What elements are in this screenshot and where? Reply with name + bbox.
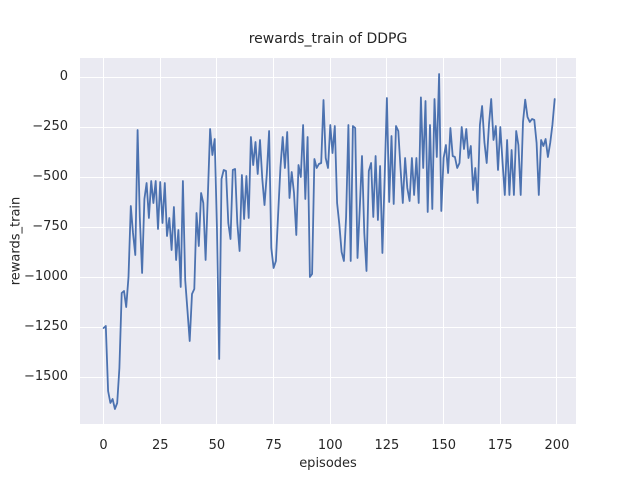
gridline-horizontal	[80, 126, 576, 128]
line-plot	[102, 73, 556, 410]
y-tick-label: −750	[32, 219, 68, 234]
gridline-vertical	[159, 58, 161, 424]
y-axis-label: rewards_train	[8, 196, 24, 286]
gridline-horizontal	[80, 326, 576, 328]
gridline-vertical	[103, 58, 105, 424]
chart-title: rewards_train of DDPG	[248, 31, 408, 47]
x-tick-label: 200	[544, 438, 570, 453]
y-tick-label: −500	[32, 169, 68, 184]
gridline-vertical	[386, 58, 388, 424]
gridline-vertical	[443, 58, 445, 424]
x-axis-label: episodes	[299, 456, 357, 471]
y-tick-label: −250	[32, 119, 68, 134]
gridline-vertical	[273, 58, 275, 424]
gridline-vertical	[499, 58, 501, 424]
y-tick-label: 0	[59, 69, 68, 84]
x-tick-label: 50	[208, 438, 226, 453]
x-tick-label: 150	[431, 438, 457, 453]
plot-area	[80, 58, 576, 424]
gridline-vertical	[329, 58, 331, 424]
x-tick-label: 175	[487, 438, 513, 453]
x-tick-label: 100	[317, 438, 343, 453]
y-tick-label: −1250	[24, 319, 68, 334]
x-tick-label: 125	[374, 438, 400, 453]
gridline-horizontal	[80, 276, 576, 278]
gridline-vertical	[556, 58, 558, 424]
x-tick-label: 25	[151, 438, 169, 453]
y-tick-label: −1500	[24, 369, 68, 384]
gridline-horizontal	[80, 226, 576, 228]
x-tick-label: 0	[99, 438, 108, 453]
reward-line	[102, 73, 556, 410]
x-tick-label: 75	[265, 438, 282, 453]
gridline-horizontal	[80, 76, 576, 78]
gridline-horizontal	[80, 176, 576, 178]
y-tick-label: −1000	[24, 269, 68, 284]
gridline-horizontal	[80, 376, 576, 378]
